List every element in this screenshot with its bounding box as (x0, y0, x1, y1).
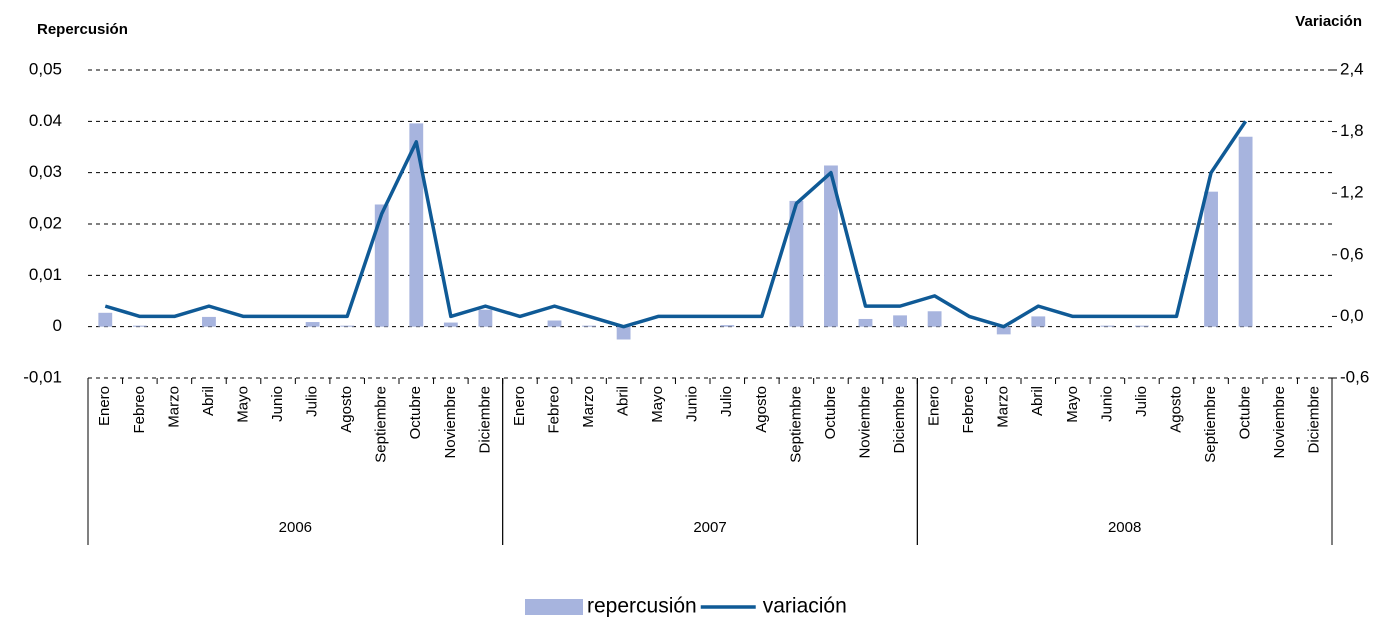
x-tick-label: Abril (200, 386, 217, 416)
group-label: 2006 (279, 519, 312, 536)
bar (478, 309, 493, 327)
bar (1135, 325, 1149, 327)
bar (1100, 325, 1115, 327)
x-tick-label: Enero (926, 386, 943, 426)
bar (996, 326, 1011, 335)
x-tick-label: Agosto (753, 386, 770, 433)
y-tick-label: 0 (53, 316, 62, 335)
y2-tick-label: 0,6 (1340, 244, 1364, 263)
bar (582, 325, 596, 327)
bar (305, 322, 320, 327)
y2-axis-title: Variación (1295, 13, 1362, 30)
x-tick-label: Junio (684, 386, 701, 422)
x-tick-label: Septiembre (373, 386, 390, 463)
x-tick-label: Marzo (580, 386, 597, 428)
bar (409, 123, 424, 327)
y-tick-label: 0,03 (29, 162, 62, 181)
y2-tick-label: 1,8 (1340, 121, 1364, 140)
x-tick-label: Febreo (131, 386, 148, 434)
x-tick-label: Junio (269, 386, 286, 422)
legend-label: repercusión (587, 595, 697, 618)
x-tick-label: Enero (511, 386, 528, 426)
x-tick-label: Diciembre (891, 386, 908, 454)
y-tick-label: 0,01 (29, 265, 62, 284)
x-tick-label: Diciembre (476, 386, 493, 454)
x-tick-label: Enero (96, 386, 113, 426)
legend-swatch (525, 599, 583, 615)
bar (1238, 136, 1253, 327)
y-tick-label: 0.04 (29, 111, 62, 130)
x-tick-label: Octubre (1237, 386, 1254, 439)
x-tick-label: Mayo (1064, 386, 1081, 423)
x-tick-label: Mayo (649, 386, 666, 423)
bar (443, 322, 458, 327)
bar (1204, 191, 1218, 327)
x-tick-label: Marzo (165, 386, 182, 428)
bar (858, 318, 873, 327)
x-tick-label: Noviembre (442, 386, 459, 459)
bar (202, 316, 216, 327)
x-tick-label: Agosto (1167, 386, 1184, 433)
line (104, 120, 1248, 329)
y2-tick-label: 1,2 (1340, 183, 1364, 202)
bar (616, 326, 631, 340)
y2-tick-label: 0,0 (1340, 306, 1364, 325)
x-tick-label: Noviembre (856, 386, 873, 459)
x-tick-label: Septiembre (787, 386, 804, 463)
x-tick-label: Febreo (960, 386, 977, 434)
x-tick-label: Julio (304, 386, 321, 417)
x-tick-label: Octubre (822, 386, 839, 439)
y2-tick-label: -0,6 (1340, 367, 1369, 386)
x-tick-label: Noviembre (1271, 386, 1288, 459)
x-tick-label: Marzo (995, 386, 1012, 428)
bar (824, 165, 838, 327)
bar (1031, 316, 1046, 327)
x-tick-label: Julio (1133, 386, 1150, 417)
x-tick-label: Diciembre (1306, 386, 1323, 454)
bar (547, 320, 562, 327)
x-tick-label: Octubre (407, 386, 424, 439)
bar (789, 200, 804, 327)
y-tick-label: -0,01 (23, 367, 62, 386)
bar (340, 325, 355, 327)
bar (132, 325, 147, 327)
y-tick-label: 0,02 (29, 213, 62, 232)
bar (374, 204, 389, 327)
bar (720, 325, 735, 327)
bar (893, 315, 907, 327)
bar (927, 311, 942, 327)
bar (98, 312, 113, 327)
x-tick-label: Septiembre (1202, 386, 1219, 463)
y2-tick-label: 2,4 (1340, 59, 1364, 78)
x-tick-label: Junio (1098, 386, 1115, 422)
group-label: 2007 (693, 519, 726, 536)
x-tick-label: Abril (1029, 386, 1046, 416)
x-tick-label: Febreo (545, 386, 562, 434)
x-tick-label: Mayo (234, 386, 251, 423)
x-tick-label: Julio (718, 386, 735, 417)
x-tick-label: Abril (615, 386, 632, 416)
group-label: 2008 (1108, 519, 1141, 536)
y-tick-label: 0,05 (29, 59, 62, 78)
y-axis-title: Repercusión (37, 21, 128, 38)
legend-label: variación (763, 595, 847, 618)
x-tick-label: Agosto (338, 386, 355, 433)
